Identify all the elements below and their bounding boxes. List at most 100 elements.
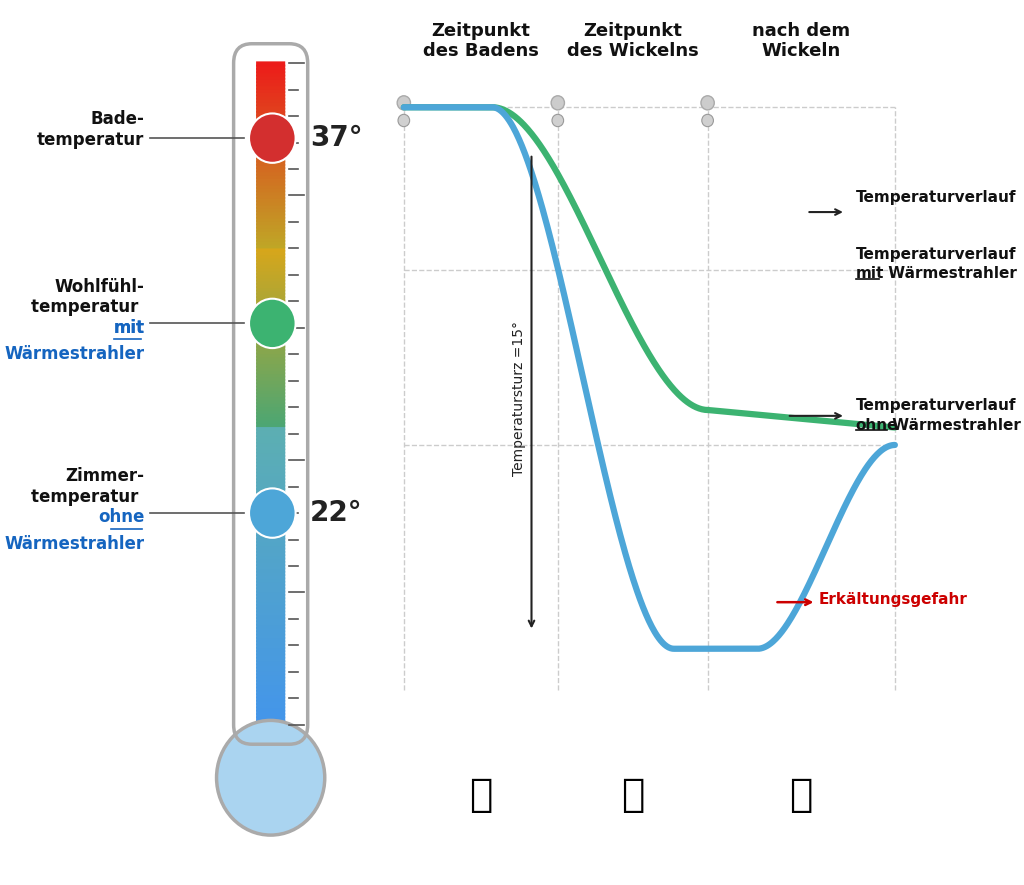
FancyBboxPatch shape bbox=[256, 224, 286, 228]
FancyBboxPatch shape bbox=[256, 144, 286, 150]
FancyBboxPatch shape bbox=[256, 502, 286, 506]
FancyBboxPatch shape bbox=[256, 690, 286, 695]
FancyBboxPatch shape bbox=[256, 81, 286, 87]
FancyBboxPatch shape bbox=[256, 704, 286, 708]
FancyBboxPatch shape bbox=[256, 647, 286, 652]
FancyBboxPatch shape bbox=[256, 531, 286, 536]
FancyBboxPatch shape bbox=[256, 326, 286, 331]
FancyBboxPatch shape bbox=[256, 346, 286, 351]
FancyBboxPatch shape bbox=[256, 657, 286, 662]
FancyBboxPatch shape bbox=[256, 135, 286, 139]
FancyBboxPatch shape bbox=[256, 451, 286, 457]
FancyBboxPatch shape bbox=[256, 527, 286, 533]
FancyBboxPatch shape bbox=[256, 472, 286, 477]
Text: Zeitpunkt
des Badens: Zeitpunkt des Badens bbox=[423, 22, 539, 60]
Text: nach dem
Wickeln: nach dem Wickeln bbox=[753, 22, 850, 60]
FancyBboxPatch shape bbox=[256, 65, 286, 70]
FancyBboxPatch shape bbox=[256, 571, 286, 576]
Circle shape bbox=[701, 96, 715, 110]
FancyBboxPatch shape bbox=[256, 551, 286, 556]
FancyBboxPatch shape bbox=[256, 158, 286, 162]
FancyBboxPatch shape bbox=[256, 565, 286, 569]
Text: Bade-
temperatur: Bade- temperatur bbox=[37, 110, 144, 149]
Text: Zeitpunkt
des Wickelns: Zeitpunkt des Wickelns bbox=[567, 22, 698, 60]
FancyBboxPatch shape bbox=[256, 127, 286, 133]
Text: 37°: 37° bbox=[310, 124, 362, 152]
FancyBboxPatch shape bbox=[256, 713, 286, 719]
FancyBboxPatch shape bbox=[256, 118, 286, 123]
FancyBboxPatch shape bbox=[256, 211, 286, 215]
FancyBboxPatch shape bbox=[256, 561, 286, 566]
FancyBboxPatch shape bbox=[256, 419, 286, 424]
FancyBboxPatch shape bbox=[256, 435, 286, 441]
FancyBboxPatch shape bbox=[256, 402, 286, 407]
FancyBboxPatch shape bbox=[256, 234, 286, 238]
FancyBboxPatch shape bbox=[256, 677, 286, 681]
FancyBboxPatch shape bbox=[256, 72, 286, 76]
FancyBboxPatch shape bbox=[256, 296, 286, 302]
Circle shape bbox=[701, 114, 714, 127]
FancyBboxPatch shape bbox=[256, 167, 286, 173]
FancyBboxPatch shape bbox=[256, 220, 286, 226]
FancyBboxPatch shape bbox=[256, 627, 286, 632]
Circle shape bbox=[249, 113, 296, 163]
FancyBboxPatch shape bbox=[256, 475, 286, 480]
FancyBboxPatch shape bbox=[256, 412, 286, 417]
FancyBboxPatch shape bbox=[256, 114, 286, 119]
FancyBboxPatch shape bbox=[256, 227, 286, 232]
FancyBboxPatch shape bbox=[256, 287, 286, 291]
Text: Wärmestrahler: Wärmestrahler bbox=[4, 345, 144, 363]
FancyBboxPatch shape bbox=[256, 680, 286, 685]
FancyBboxPatch shape bbox=[256, 428, 286, 434]
Circle shape bbox=[398, 114, 410, 127]
FancyBboxPatch shape bbox=[256, 74, 286, 80]
FancyBboxPatch shape bbox=[256, 111, 286, 116]
FancyBboxPatch shape bbox=[256, 91, 286, 96]
FancyBboxPatch shape bbox=[256, 300, 286, 304]
FancyBboxPatch shape bbox=[256, 449, 286, 453]
FancyBboxPatch shape bbox=[256, 243, 286, 249]
FancyBboxPatch shape bbox=[256, 717, 286, 721]
FancyBboxPatch shape bbox=[256, 687, 286, 692]
FancyBboxPatch shape bbox=[256, 184, 286, 189]
Text: Temperaturverlauf: Temperaturverlauf bbox=[856, 398, 1016, 413]
FancyBboxPatch shape bbox=[256, 630, 286, 635]
FancyBboxPatch shape bbox=[256, 581, 286, 586]
Text: mit: mit bbox=[856, 266, 884, 281]
FancyBboxPatch shape bbox=[256, 468, 286, 473]
FancyBboxPatch shape bbox=[256, 148, 286, 152]
FancyBboxPatch shape bbox=[256, 696, 286, 702]
FancyBboxPatch shape bbox=[256, 61, 286, 66]
FancyBboxPatch shape bbox=[256, 131, 286, 136]
FancyBboxPatch shape bbox=[256, 266, 286, 272]
FancyBboxPatch shape bbox=[256, 422, 286, 427]
FancyBboxPatch shape bbox=[256, 666, 286, 672]
FancyBboxPatch shape bbox=[256, 392, 286, 397]
FancyBboxPatch shape bbox=[256, 544, 286, 550]
FancyBboxPatch shape bbox=[256, 379, 286, 384]
FancyBboxPatch shape bbox=[256, 289, 286, 295]
Text: mit: mit bbox=[113, 319, 144, 337]
FancyBboxPatch shape bbox=[256, 150, 286, 156]
FancyBboxPatch shape bbox=[256, 273, 286, 278]
Text: Temperaturverlauf: Temperaturverlauf bbox=[856, 190, 1016, 222]
FancyBboxPatch shape bbox=[256, 78, 286, 83]
FancyBboxPatch shape bbox=[256, 601, 286, 605]
FancyBboxPatch shape bbox=[256, 578, 286, 582]
FancyBboxPatch shape bbox=[256, 207, 286, 212]
FancyBboxPatch shape bbox=[256, 356, 286, 361]
FancyBboxPatch shape bbox=[256, 508, 286, 513]
FancyBboxPatch shape bbox=[256, 653, 286, 658]
FancyBboxPatch shape bbox=[256, 88, 286, 93]
FancyBboxPatch shape bbox=[256, 624, 286, 629]
FancyBboxPatch shape bbox=[256, 554, 286, 559]
Circle shape bbox=[249, 299, 296, 348]
FancyBboxPatch shape bbox=[256, 101, 286, 106]
FancyBboxPatch shape bbox=[256, 489, 286, 493]
FancyBboxPatch shape bbox=[256, 270, 286, 275]
FancyBboxPatch shape bbox=[256, 604, 286, 609]
Text: Wärmestrahler: Wärmestrahler bbox=[887, 418, 1021, 433]
FancyBboxPatch shape bbox=[256, 382, 286, 388]
Text: Erkältungsgefahr: Erkältungsgefahr bbox=[819, 592, 968, 607]
FancyBboxPatch shape bbox=[256, 558, 286, 563]
